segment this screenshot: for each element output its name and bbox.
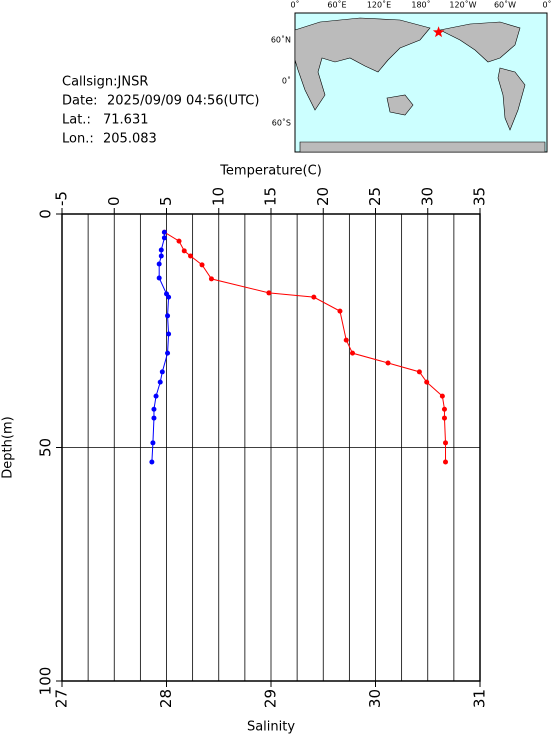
data-point (385, 360, 391, 366)
data-point (350, 350, 356, 356)
map-land (386, 94, 414, 116)
x-tick-label: 15 (262, 187, 280, 206)
data-point (416, 369, 422, 375)
info-label: Callsign:JNSR (62, 75, 148, 90)
info-value: 2025/09/09 04:56(UTC) (107, 94, 259, 109)
data-point (266, 290, 272, 296)
x-tick-label: 25 (366, 187, 384, 206)
data-point (199, 262, 205, 268)
map-land (299, 141, 546, 153)
map-marker (432, 26, 445, 38)
data-point (161, 235, 167, 241)
y-tick-label: 50 (37, 438, 55, 457)
x2-tick-label: 29 (262, 689, 280, 708)
x2-tick-label: 28 (157, 689, 175, 708)
data-point (443, 459, 449, 465)
info-label: Date: (62, 94, 97, 109)
data-point (157, 379, 163, 385)
data-point (443, 440, 449, 446)
info-label: Lat.: (62, 113, 91, 128)
data-point (158, 253, 164, 259)
data-point (151, 415, 157, 421)
map-land (497, 67, 526, 131)
data-point (181, 248, 187, 254)
data-point (166, 294, 172, 300)
map-land (439, 21, 521, 63)
data-point (156, 275, 162, 281)
data-point (165, 313, 171, 319)
map-lon-label: 120˚E (367, 0, 391, 10)
map-lon-label: 120˚W (449, 0, 476, 10)
data-point (158, 247, 164, 253)
x-tick-label: 20 (314, 187, 332, 206)
data-point (165, 350, 171, 356)
x-tick-label: -5 (53, 191, 71, 206)
data-point (156, 261, 162, 267)
x-tick-label: 10 (209, 187, 227, 206)
data-point (153, 393, 159, 399)
map-lat-label: 0˚ (282, 76, 291, 86)
data-point (311, 294, 317, 300)
data-point (441, 415, 447, 421)
x2-axis-title: Salinity (247, 720, 295, 735)
data-point (161, 229, 167, 235)
x2-tick-label: 30 (366, 689, 384, 708)
data-point (208, 276, 214, 282)
x2-tick-label: 27 (53, 689, 71, 708)
map (294, 12, 548, 153)
data-point (150, 440, 156, 446)
x-tick-label: 5 (157, 196, 175, 206)
map-lat-label: 60˚S (272, 118, 291, 128)
y-tick-label: 0 (37, 209, 55, 219)
x-axis-title: Temperature(C) (219, 164, 322, 179)
data-point (424, 379, 430, 385)
data-point (176, 238, 182, 244)
info-value: 205.083 (103, 132, 157, 147)
map-lon-label: 0˚ (290, 0, 299, 10)
x-tick-label: 30 (418, 187, 436, 206)
data-point (337, 308, 343, 314)
map-lon-label: 0˚ (542, 0, 551, 10)
y-axis-title: Depth(m) (1, 416, 16, 478)
data-point (151, 406, 157, 412)
data-point (149, 459, 155, 465)
data-point (439, 393, 445, 399)
info-label: Lon.: (62, 132, 94, 147)
info-value: 71.631 (103, 113, 149, 128)
map-lat-label: 60˚N (271, 35, 291, 45)
map-land (294, 17, 431, 111)
data-point (188, 253, 194, 259)
map-lon-label: 60˚E (327, 0, 346, 10)
data-point (441, 406, 447, 412)
x2-tick-label: 31 (471, 689, 489, 708)
x-tick-label: 35 (471, 187, 489, 206)
x-tick-label: 0 (105, 196, 123, 206)
map-lon-label: 60˚W (494, 0, 516, 10)
y-tick-label: 100 (37, 667, 55, 696)
data-point (166, 331, 172, 337)
map-lon-label: 180˚ (411, 0, 430, 10)
data-point (343, 337, 349, 343)
data-point (159, 369, 165, 375)
